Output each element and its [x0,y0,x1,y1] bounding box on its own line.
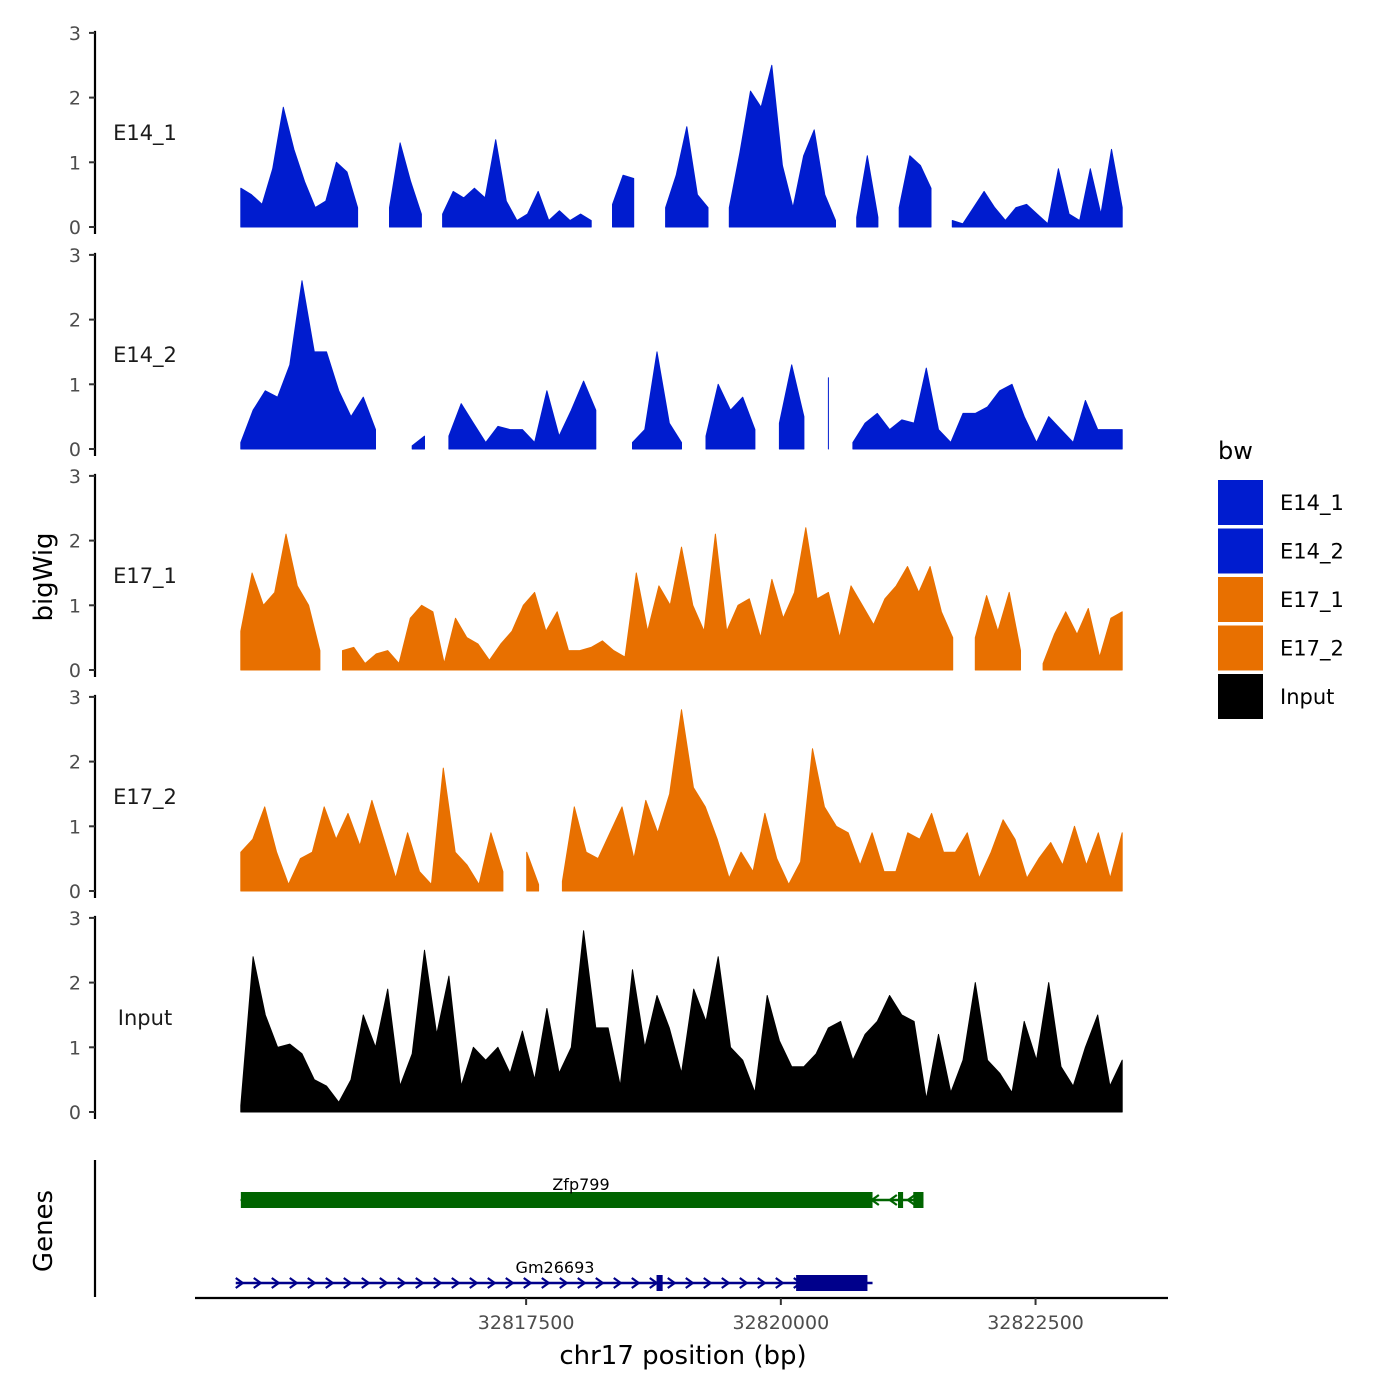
track-label: E14_1 [113,121,177,146]
x-axis: 32817500 32820000 32822500 [195,1296,1168,1334]
strand-arrow [887,1194,898,1206]
strand-arrow [775,1277,785,1289]
y-tick-label: 0 [69,881,81,903]
x-tick-label: 32820000 [732,1312,829,1334]
x-tick-label: 32822500 [987,1312,1084,1334]
legend-swatch-Input [1218,674,1263,719]
gene-track: Zfp799 Gm26693 [93,1160,924,1297]
strand-arrow [343,1277,353,1289]
legend-swatch-E17_2 [1218,625,1263,671]
gene-exon [240,1192,873,1208]
x-tick-label: 32817500 [478,1312,575,1334]
strand-arrow [595,1277,605,1289]
strand-arrow [685,1277,695,1289]
legend: bw E14_1 E14_2 E17_1 E17_2 Input [1218,437,1344,719]
y-tick-label: 2 [69,88,81,110]
strand-arrow [703,1277,713,1289]
strand-arrow [613,1277,623,1289]
strand-arrow [451,1277,461,1289]
track-E17_2: 0 1 2 3 E17_2 [69,687,1123,903]
gene-name-label: Gm26693 [516,1258,595,1277]
signal-tracks: 0 1 2 3 E14_1 0 1 2 3 E14_2 0 1 2 3 E17_1 0 1 2 3 E17_2 0 1 2 3… [69,23,1123,1124]
gene-exon [656,1275,663,1291]
genes-track-title: Genes [29,1190,59,1272]
legend-label-E17_2: E17_2 [1280,637,1344,662]
strand-arrow [433,1277,443,1289]
strand-arrow [289,1277,299,1289]
y-tick-label: 3 [69,687,81,709]
legend-label-Input: Input [1280,685,1334,709]
y-tick-label: 3 [69,908,81,930]
track-Input: 0 1 2 3 Input [69,908,1123,1124]
gene-exon [796,1275,868,1291]
strand-arrow [487,1277,497,1289]
y-tick-label: 2 [69,752,81,774]
signal-area-E17_2 [240,709,1123,892]
strand-arrow [523,1277,533,1289]
y-tick-label: 2 [69,310,81,332]
track-label: E14_2 [113,343,177,368]
gene-exon [913,1192,924,1208]
gene-Zfp799: Zfp799 [239,1175,924,1208]
track-E17_1: 0 1 2 3 E17_1 [69,466,1123,682]
y-tick-label: 2 [69,531,81,553]
strand-arrow [325,1277,335,1289]
strand-arrow [235,1277,245,1289]
legend-label-E17_1: E17_1 [1280,588,1344,613]
strand-arrow [469,1277,479,1289]
legend-swatch-E14_2 [1218,528,1263,574]
gene-exon [898,1192,904,1208]
strand-arrow [271,1277,281,1289]
strand-arrow [505,1277,515,1289]
y-tick-label: 1 [69,1037,81,1059]
track-label: E17_1 [113,564,177,589]
strand-arrow [541,1277,551,1289]
y-tick-label: 3 [69,466,81,488]
y-tick-label: 0 [69,439,81,461]
y-tick-label: 3 [69,23,81,45]
strand-arrow [721,1277,731,1289]
y-tick-label: 2 [69,973,81,995]
strand-arrow [577,1277,587,1289]
legend-swatch-E14_1 [1218,480,1263,525]
track-E14_2: 0 1 2 3 E14_2 [69,245,1123,461]
y-tick-label: 3 [69,245,81,267]
legend-label-E14_2: E14_2 [1280,540,1344,565]
gene-name-label: Zfp799 [552,1175,609,1194]
signal-area-E17_1 [240,527,1123,671]
signal-area-E14_1 [240,64,1123,228]
signal-area-E14_2 [240,280,1123,450]
y-tick-label: 1 [69,816,81,838]
track-E14_1: 0 1 2 3 E14_1 [69,23,1123,239]
track-label: E17_2 [113,785,177,810]
legend-title: bw [1218,437,1253,465]
legend-label-E14_1: E14_1 [1280,491,1344,516]
strand-arrow [415,1277,425,1289]
strand-arrow [739,1277,749,1289]
strand-arrow [379,1277,389,1289]
strand-arrow [905,1194,916,1206]
y-tick-label: 0 [69,1102,81,1124]
y-tick-label: 1 [69,152,81,174]
strand-arrow [631,1277,641,1289]
strand-arrow [559,1277,569,1289]
track-label: Input [118,1006,172,1030]
legend-swatch-E17_1 [1218,577,1263,622]
y-tick-label: 1 [69,374,81,396]
y-tick-label: 1 [69,595,81,617]
strand-arrow [253,1277,263,1289]
strand-arrow [757,1277,767,1289]
y-tick-label: 0 [69,217,81,239]
strand-arrow [397,1277,407,1289]
gene-Gm26693: Gm26693 [235,1258,873,1291]
y-tick-label: 0 [69,660,81,682]
strand-arrow [361,1277,371,1289]
signal-area-Input [240,930,1123,1113]
y-axis-title: bigWig [29,532,59,621]
strand-arrow [667,1277,677,1289]
strand-arrow [307,1277,317,1289]
x-axis-title: chr17 position (bp) [559,1341,806,1371]
